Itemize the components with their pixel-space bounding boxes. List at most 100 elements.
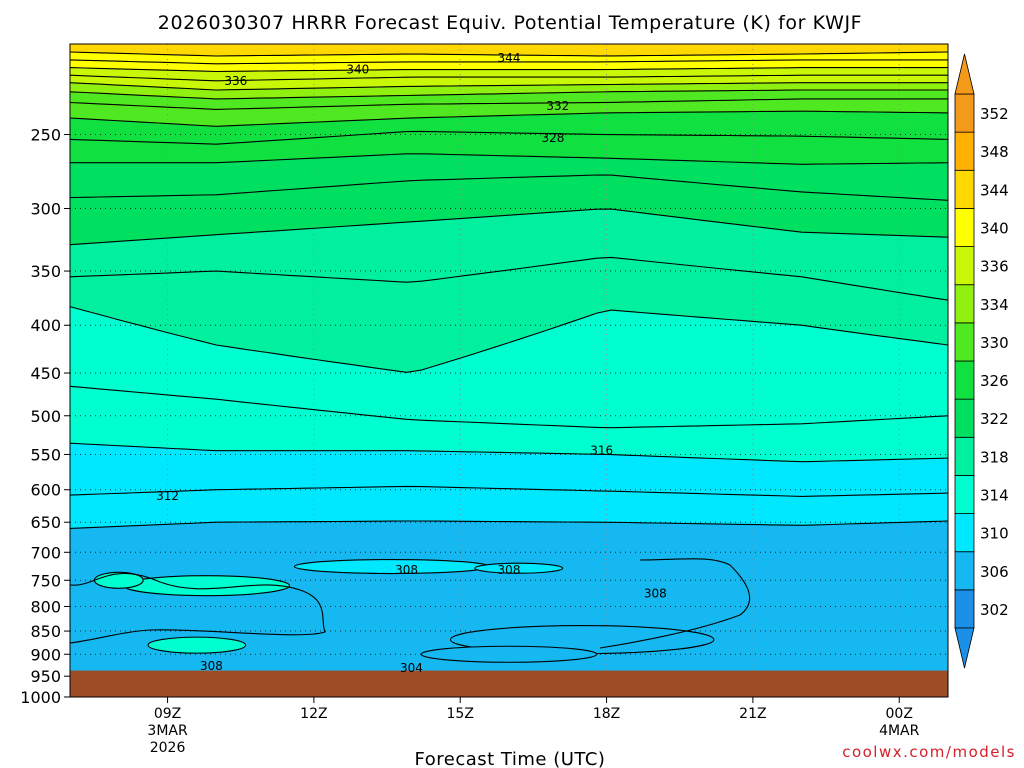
contour-line [70,442,948,463]
contour-line [70,130,948,145]
colorbar: 302 306 310 314 318 322 326 330 334 336 340 344 348 3… [954,53,1009,669]
contour-label: 308 [395,563,418,577]
colorbar-segment [954,551,975,591]
contour-label: 340 [346,63,369,77]
chart-title: 2026030307 HRRR Forecast Equiv. Potentia… [158,12,862,34]
fill-band [70,521,948,697]
contour-line [70,485,948,497]
x-tick-label: 00Z [886,706,913,722]
contour-line [70,98,948,110]
contour-cell [123,575,291,597]
contour-label: 344 [498,51,521,65]
x-tick-label: 18Z [593,706,620,722]
y-tick-label: 600 [30,481,61,500]
colorbar-segment [954,513,975,553]
colorbar-segment [954,398,975,438]
contour-label: 308 [498,563,521,577]
colorbar-label: 302 [980,601,1009,619]
colorbar-label: 340 [980,220,1009,238]
contour-line [70,110,948,127]
x-axis-label: Forecast Time (UTC) [415,749,606,768]
y-tick-label: 400 [30,316,61,335]
colorbar-label: 348 [980,143,1009,161]
contour-line [70,89,948,100]
contour-label: 336 [224,74,247,88]
x-tick-label: 12Z [300,706,327,722]
contour-label: 304 [400,661,423,675]
x-tick-date: 3MAR [147,723,188,739]
x-tick-year: 2026 [150,740,186,756]
contour-cell [474,562,564,574]
contour-line [70,51,948,57]
colorbar-label: 310 [980,525,1009,543]
colorbar-extend-top [954,53,975,95]
contour-fills [70,44,948,697]
contour-line [70,153,948,165]
y-tick-label: 450 [30,364,61,383]
colorbar-label: 334 [980,296,1009,314]
colorbar-segment [954,131,975,171]
y-tick-label: 800 [30,597,61,616]
y-tick-label: 950 [30,667,61,686]
contour-label: 312 [156,489,179,503]
colorbar-segment [954,360,975,400]
contour-label: 328 [541,131,564,145]
colorbar-segment [954,169,975,209]
contour-line [70,59,948,65]
contour-line [70,306,948,373]
colorbar-segment [954,589,975,629]
contour-line [70,572,326,644]
colorbar-label: 322 [980,410,1009,428]
contour-lines [70,51,948,663]
y-tick-label: 550 [30,445,61,464]
y-tick-label: 700 [30,543,61,562]
y-tick-label: 250 [30,126,61,145]
colorbar-label: 318 [980,448,1009,466]
contour-line [70,385,948,429]
contour-labels: 344 340 336 332 328 316 312 308 308 308 308 304 [156,51,667,675]
contour-line [70,174,948,201]
y-axis: 250 300 350 400 450 500 550 600 650 700 750 800 850 9… [20,126,70,707]
contour-line [70,520,948,529]
x-tick-date: 4MAR [879,723,920,739]
y-tick-label: 750 [30,571,61,590]
contour-label: 308 [200,659,223,673]
contour-label: 316 [590,444,613,458]
contour-label: 332 [546,99,569,113]
x-tick-label: 15Z [447,706,474,722]
x-tick-label: 09Z [154,706,181,722]
y-tick-label: 1000 [20,688,61,707]
contour-line [70,74,948,82]
contour-line [70,208,948,246]
plot-frame [69,43,949,698]
contour-label: 308 [644,587,667,601]
colorbar-label: 344 [980,181,1009,199]
colorbar-label: 314 [980,487,1009,505]
colorbar-label: 352 [980,105,1009,123]
y-tick-label: 850 [30,622,61,641]
colorbar-segment [954,322,975,362]
contour-line [70,256,948,301]
y-tick-label: 900 [30,645,61,664]
colorbar-segment [954,475,975,514]
colorbar-segment [954,246,975,286]
contour-cell [420,645,598,663]
colorbar-segment [954,93,975,133]
contour-cell [147,636,247,654]
colorbar-segment [954,284,975,324]
colorbar-label: 306 [980,563,1009,581]
plot-area: 344 340 336 332 328 316 312 308 308 308 308 304 [70,44,948,697]
colorbar-label: 330 [980,334,1009,352]
y-tick-label: 500 [30,407,61,426]
y-tick-label: 300 [30,200,61,219]
contour-line [599,558,751,649]
terrain-surface [70,670,948,697]
colorbar-segment [954,208,975,247]
y-tick-label: 650 [30,513,61,532]
y-tick-label: 350 [30,262,61,281]
colorbar-label: 336 [980,258,1009,276]
colorbar-segment [954,436,975,476]
contour-line [70,67,948,73]
